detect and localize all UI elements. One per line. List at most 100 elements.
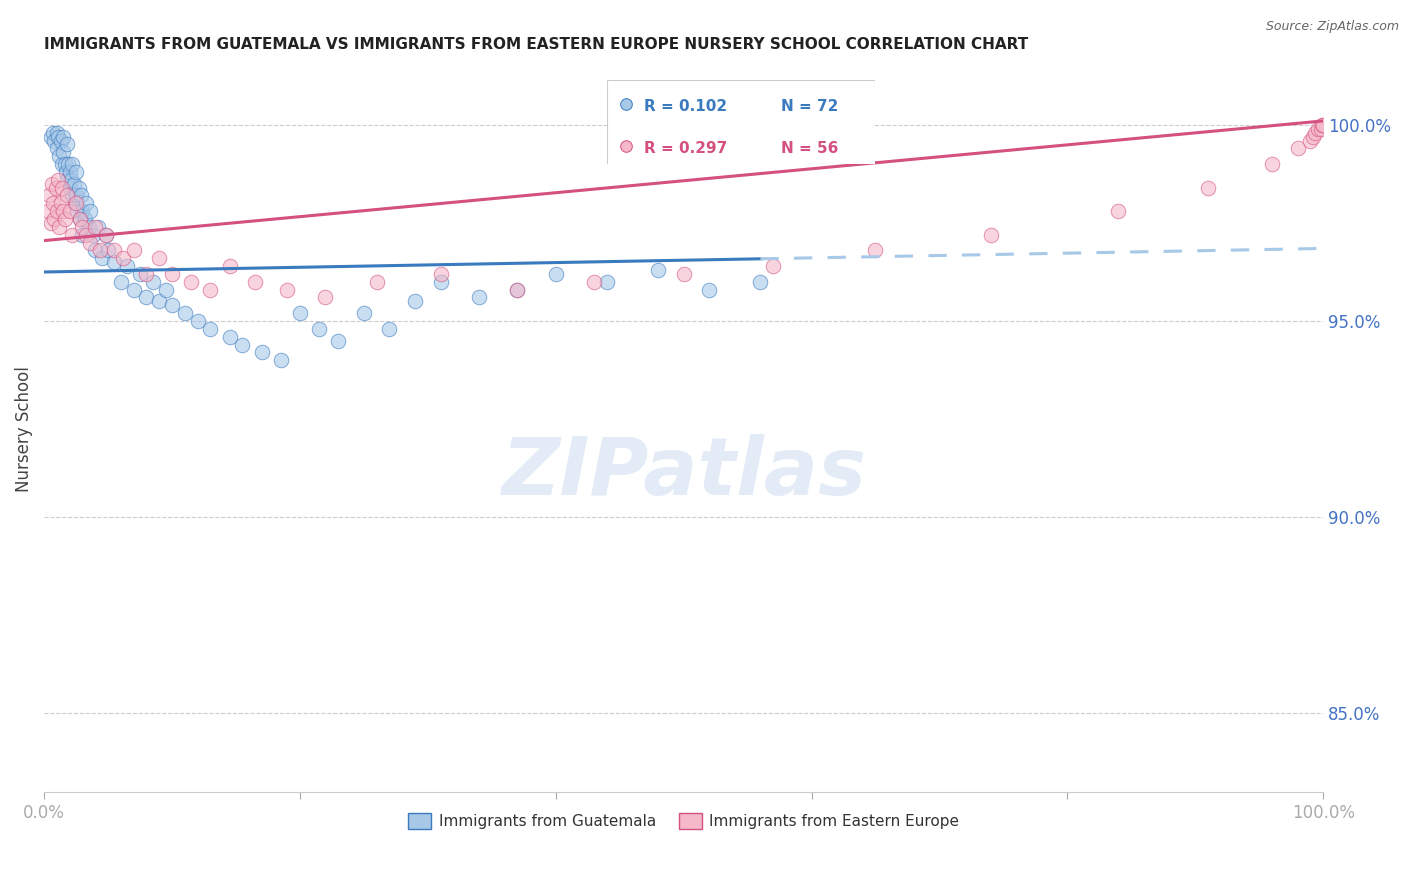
- Point: [103, 255, 125, 269]
- Point: [148, 294, 170, 309]
- Point: [53, 212, 76, 227]
- Point: [129, 267, 152, 281]
- Point: [160, 267, 183, 281]
- Point: [37, 204, 59, 219]
- Point: [51, 157, 73, 171]
- Point: [187, 314, 209, 328]
- Point: [117, 259, 139, 273]
- Point: [38, 188, 60, 202]
- Point: [288, 306, 311, 320]
- Point: [353, 306, 375, 320]
- Point: [60, 188, 83, 202]
- Point: [45, 126, 67, 140]
- Point: [65, 196, 87, 211]
- Point: [55, 165, 77, 179]
- Point: [90, 252, 112, 266]
- Point: [49, 134, 72, 148]
- Point: [1302, 129, 1324, 144]
- Point: [404, 294, 426, 309]
- Point: [49, 196, 72, 211]
- Point: [155, 283, 177, 297]
- Point: [160, 298, 183, 312]
- Point: [647, 263, 669, 277]
- Point: [110, 275, 132, 289]
- Point: [173, 306, 195, 320]
- Point: [122, 244, 145, 258]
- Point: [45, 204, 67, 219]
- Point: [46, 173, 69, 187]
- Point: [52, 204, 75, 219]
- Point: [135, 291, 157, 305]
- Point: [1309, 121, 1331, 136]
- Point: [79, 204, 101, 219]
- Point: [672, 267, 695, 281]
- Point: [1261, 157, 1284, 171]
- Point: [52, 129, 75, 144]
- Point: [865, 244, 887, 258]
- Point: [66, 204, 89, 219]
- Point: [315, 291, 337, 305]
- Point: [1306, 121, 1329, 136]
- Point: [544, 267, 567, 281]
- Point: [45, 180, 67, 194]
- Point: [67, 180, 90, 194]
- Point: [39, 216, 62, 230]
- Point: [51, 180, 73, 194]
- Point: [72, 219, 94, 234]
- Point: [44, 212, 66, 227]
- Point: [58, 157, 80, 171]
- Point: [366, 275, 388, 289]
- Point: [94, 227, 117, 242]
- Point: [41, 177, 63, 191]
- Point: [112, 252, 135, 266]
- Point: [65, 188, 87, 202]
- Point: [1197, 180, 1219, 194]
- Point: [180, 275, 202, 289]
- Point: [84, 244, 107, 258]
- Point: [980, 227, 1002, 242]
- Point: [328, 334, 350, 348]
- Point: [56, 188, 79, 202]
- Point: [308, 322, 330, 336]
- Point: [84, 219, 107, 234]
- Point: [103, 244, 125, 258]
- Point: [42, 196, 65, 211]
- Point: [200, 322, 222, 336]
- Point: [52, 145, 75, 160]
- Point: [45, 141, 67, 155]
- Point: [250, 345, 273, 359]
- Point: [231, 337, 253, 351]
- Point: [70, 188, 93, 202]
- Point: [75, 196, 97, 211]
- Point: [243, 275, 266, 289]
- Point: [429, 275, 451, 289]
- Point: [218, 259, 240, 273]
- Point: [46, 129, 69, 144]
- Point: [1108, 204, 1130, 219]
- Point: [62, 177, 84, 191]
- Legend: Immigrants from Guatemala, Immigrants from Eastern Europe: Immigrants from Guatemala, Immigrants fr…: [402, 807, 966, 835]
- Point: [749, 275, 772, 289]
- Point: [59, 180, 82, 194]
- Point: [506, 283, 529, 297]
- Point: [270, 353, 292, 368]
- Point: [142, 275, 165, 289]
- Point: [1299, 134, 1322, 148]
- Point: [44, 134, 66, 148]
- Point: [72, 227, 94, 242]
- Point: [506, 283, 529, 297]
- Point: [1286, 141, 1309, 155]
- Point: [200, 283, 222, 297]
- Point: [63, 196, 86, 211]
- Point: [94, 227, 117, 242]
- Point: [79, 235, 101, 250]
- Point: [56, 173, 79, 187]
- Point: [762, 259, 785, 273]
- Point: [77, 219, 100, 234]
- Point: [59, 173, 82, 187]
- Point: [378, 322, 401, 336]
- Point: [42, 126, 65, 140]
- Point: [276, 283, 298, 297]
- Y-axis label: Nursery School: Nursery School: [15, 366, 32, 491]
- Text: ZIPatlas: ZIPatlas: [501, 434, 866, 511]
